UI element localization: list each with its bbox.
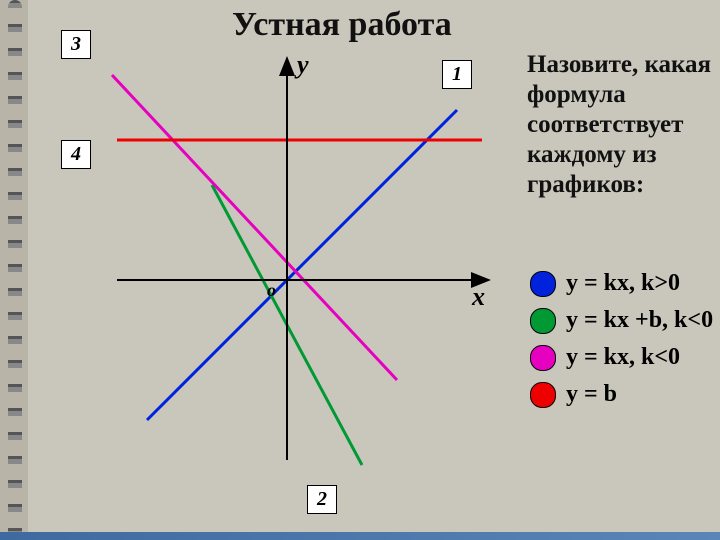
y-axis-label: y xyxy=(297,50,309,80)
page-title: Устная работа xyxy=(232,6,452,44)
box-1: 1 xyxy=(442,60,472,89)
legend-marker xyxy=(530,271,556,297)
spiral-binding xyxy=(0,0,28,540)
lines-group xyxy=(112,75,482,465)
legend-row: y = kx, k>0 xyxy=(530,270,713,297)
origin-label: o xyxy=(267,280,276,301)
question-text: Назовите, какая формула соответствует ка… xyxy=(527,50,720,200)
legend-row: y = b xyxy=(530,381,713,408)
legend-row: y = kx +b, k<0 xyxy=(530,307,713,334)
chart-svg xyxy=(87,50,507,470)
legend-formula: y = kx +b, k<0 xyxy=(566,307,713,334)
legend-marker xyxy=(530,382,556,408)
legend-marker xyxy=(530,345,556,371)
box-2: 2 xyxy=(307,485,337,514)
bottom-strip xyxy=(0,532,720,540)
line3-magenta xyxy=(112,75,397,380)
coordinate-plane: 1 2 3 4 y x o xyxy=(87,50,507,470)
line1-blue xyxy=(147,110,457,420)
legend-marker xyxy=(530,308,556,334)
legend-formula: y = kx, k>0 xyxy=(566,270,680,297)
slide-content: Устная работа 1 2 3 4 y x o Назовите, ка… xyxy=(32,0,720,540)
question-panel: Назовите, какая формула соответствует ка… xyxy=(527,50,720,220)
box-3: 3 xyxy=(61,30,91,59)
x-axis-label: x xyxy=(472,282,485,312)
legend-formula: y = kx, k<0 xyxy=(566,344,680,371)
legend-formula: y = b xyxy=(566,381,617,408)
legend-row: y = kx, k<0 xyxy=(530,344,713,371)
box-4: 4 xyxy=(61,140,91,169)
legend: y = kx, k>0 y = kx +b, k<0 y = kx, k<0 y = … xyxy=(530,260,713,418)
